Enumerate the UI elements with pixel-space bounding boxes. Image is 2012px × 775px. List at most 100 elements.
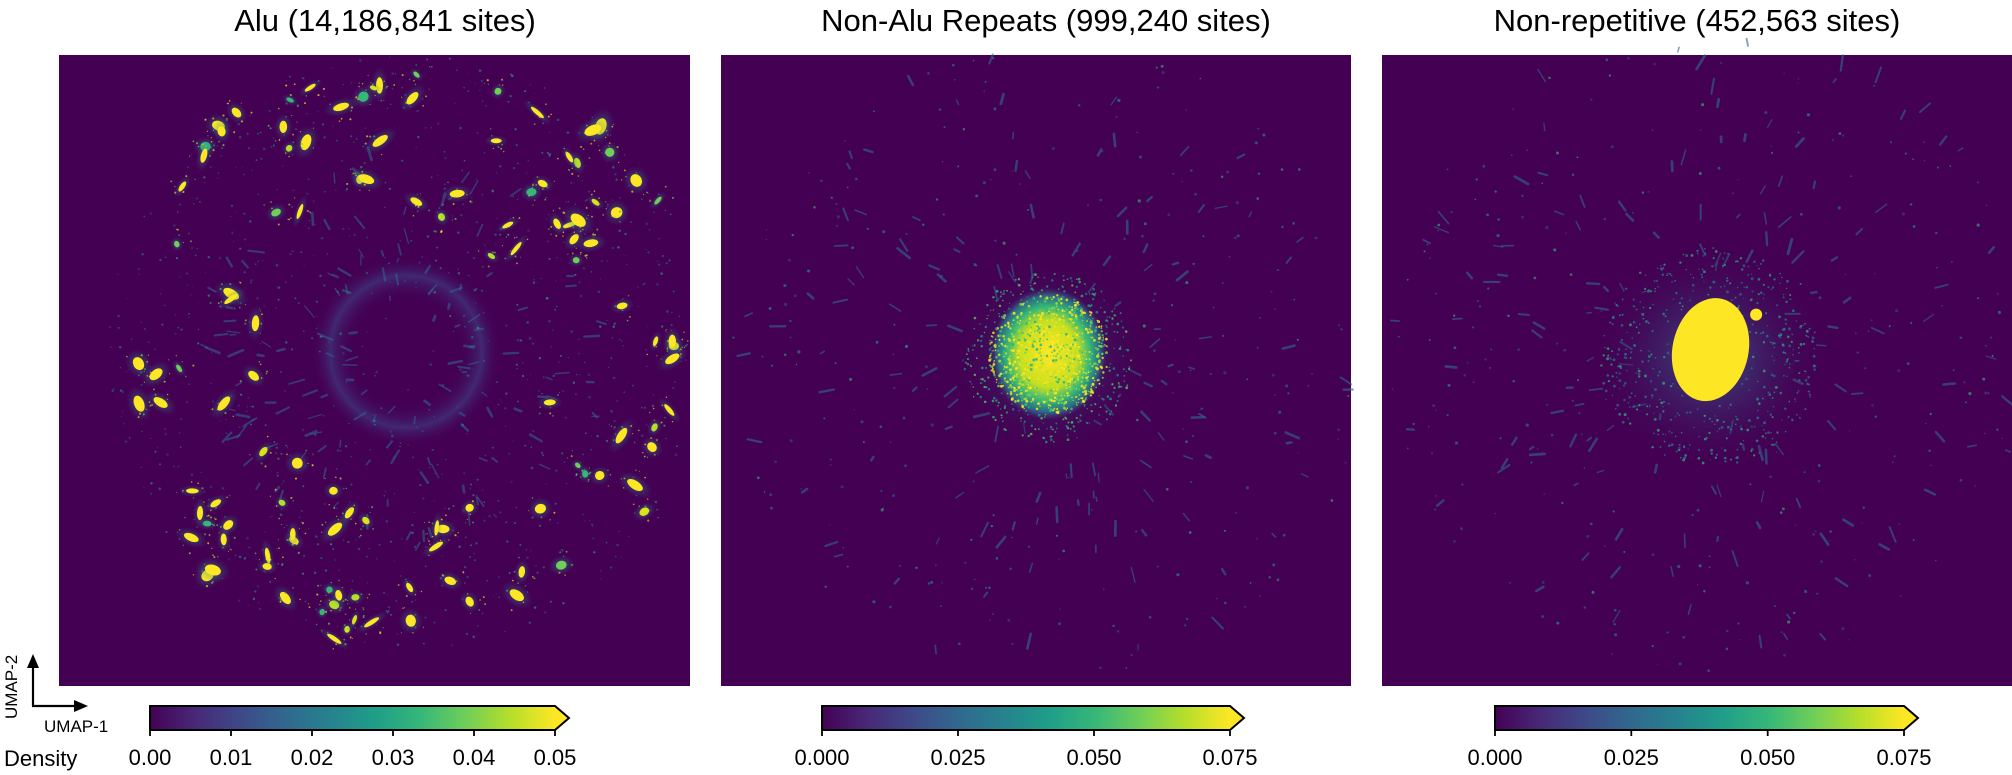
density-point [1192,262,1195,266]
density-streak [304,305,315,318]
density-point [830,196,833,199]
density-point [1783,653,1786,657]
density-point [319,603,321,606]
density-point [1058,558,1060,560]
density-point [1079,414,1082,417]
density-point [617,246,620,249]
density-point [609,566,612,569]
density-point [500,399,502,401]
density-point [1667,272,1669,275]
density-point [517,199,519,201]
density-point [1696,584,1699,586]
density-streak [457,365,471,370]
density-point [993,374,996,377]
density-point [1773,346,1775,348]
density-point [1072,425,1076,428]
density-point [342,84,344,86]
density-point [1791,418,1793,421]
density-point [426,481,429,484]
density-point [994,327,998,330]
density-point [1024,351,1027,354]
density-point [1026,296,1028,298]
density-point [296,121,298,123]
density-point [232,415,234,418]
density-point [1107,320,1109,322]
density-point [513,570,516,573]
density-point [550,225,553,228]
density-streak [432,314,437,322]
density-point [454,217,457,220]
density-point [1749,299,1752,302]
density-point [935,564,937,567]
density-point [1220,175,1224,178]
density-point [989,343,991,345]
density-point [389,56,391,58]
density-point [1025,362,1027,364]
density-point [999,295,1002,298]
density-streak [824,540,839,548]
density-point [1637,373,1641,376]
density-point [1041,364,1045,368]
density-point [383,495,386,497]
density-point [299,598,301,601]
density-point [430,176,433,178]
density-point [346,187,349,190]
density-point [1094,329,1097,333]
density-point [1666,631,1669,634]
density-point [1632,405,1635,408]
density-point [1094,292,1097,294]
density-point [234,554,237,557]
density-marks-alu [109,56,689,651]
density-streak [1683,533,1686,549]
density-streak [1405,428,1415,431]
density-point [1708,431,1711,435]
density-point [1690,253,1694,257]
colorbar-tick-label: 0.05 [534,745,577,770]
density-point [608,145,610,147]
density-point [1805,329,1809,333]
density-point [552,329,554,331]
density-point [1909,203,1913,206]
density-point [1009,368,1012,372]
colorbar-extend-tip [1904,706,1918,730]
density-point [1033,296,1035,298]
density-point [763,491,766,493]
density-point [1075,372,1078,376]
density-point [1071,306,1073,309]
density-point [996,404,1000,407]
cluster-core [326,586,333,593]
density-point [1766,325,1769,327]
density-point [178,203,181,206]
density-point [616,481,618,483]
density-point [111,389,114,392]
density-point [1763,421,1766,425]
density-point [1089,322,1093,325]
density-point [1628,422,1632,425]
density-point [627,294,630,297]
density-point [282,556,284,559]
density-point [329,603,331,605]
density-point [579,373,581,375]
density-point [1685,254,1689,257]
density-point [419,193,422,195]
density-point [1053,316,1056,320]
density-point [1662,312,1665,316]
density-point [1776,431,1779,434]
density-point [1813,347,1816,350]
density-point [361,170,364,173]
density-point [1725,279,1729,283]
density-point [611,125,614,128]
density-point [1065,368,1068,370]
density-point [1637,367,1640,370]
density-point [1002,344,1004,347]
density-point [300,146,303,150]
density-point [541,451,543,454]
density-point [179,446,182,448]
density-point [345,487,348,490]
density-point [1452,314,1456,317]
density-point [285,341,288,344]
density-point [1066,391,1069,395]
density-point [428,66,431,68]
density-point [487,340,490,342]
density-point [1117,395,1120,398]
